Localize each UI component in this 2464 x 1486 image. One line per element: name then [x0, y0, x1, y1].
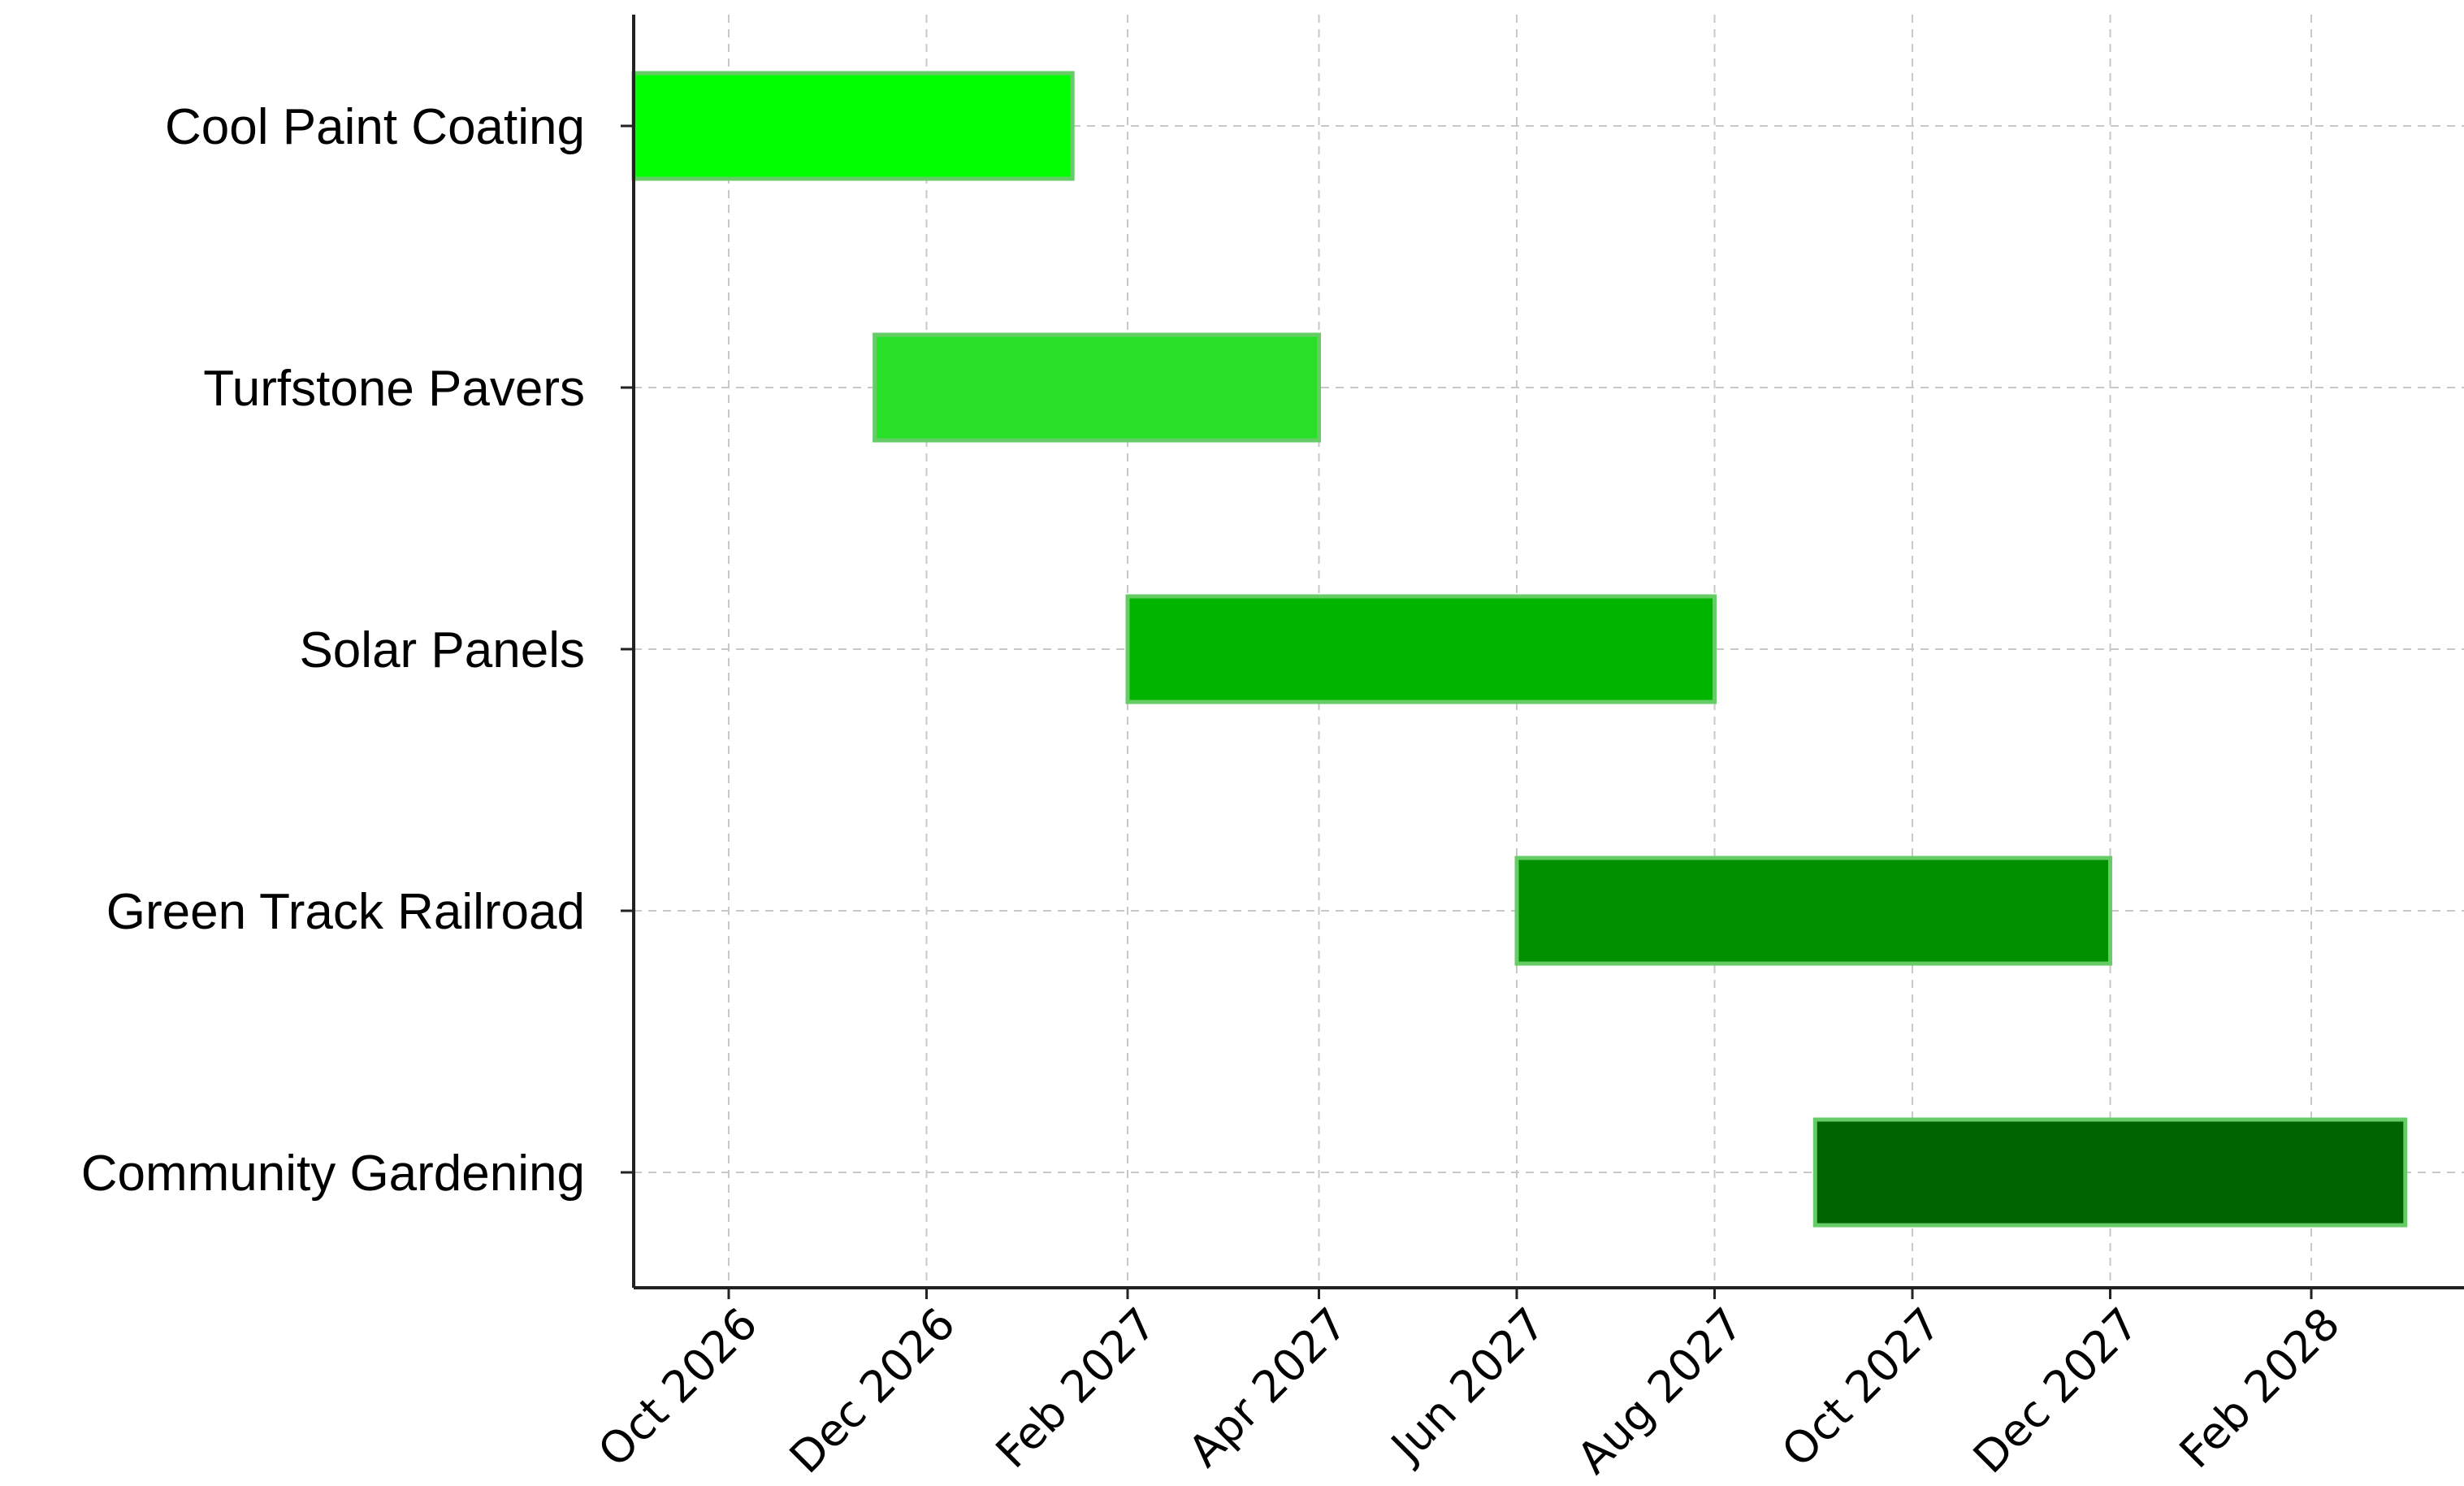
x-tick-label: Feb 2027 — [986, 1298, 1166, 1478]
gantt-bar — [1125, 594, 1717, 704]
x-tick-label: Oct 2026 — [588, 1298, 767, 1477]
x-tick-label: Aug 2027 — [1567, 1298, 1752, 1484]
category-label: Community Gardening — [81, 1146, 585, 1202]
x-tick-label: Oct 2027 — [1772, 1298, 1951, 1477]
gantt-bar — [1514, 856, 2113, 966]
label-layer: Oct 2026 Dec 2026 Feb 2027 Apr 2027 Jun 2027… — [81, 99, 2349, 1484]
bar-layer — [631, 71, 2408, 1228]
category-label: Solar Panels — [299, 622, 585, 678]
category-label: Green Track Railroad — [106, 884, 585, 940]
gantt-bar — [873, 332, 1322, 443]
axis-layer — [621, 15, 2464, 1299]
x-tick-label: Feb 2028 — [2170, 1298, 2349, 1478]
category-label: Turfstone Pavers — [203, 361, 585, 417]
gantt-bar — [631, 71, 1075, 181]
x-tick-label: Dec 2026 — [780, 1298, 965, 1484]
x-tick-label: Jun 2027 — [1380, 1298, 1556, 1474]
x-tick-label: Apr 2027 — [1179, 1298, 1358, 1477]
x-tick-label: Dec 2027 — [1964, 1298, 2149, 1484]
category-label: Cool Paint Coating — [165, 99, 585, 155]
gantt-bar — [1812, 1117, 2408, 1228]
